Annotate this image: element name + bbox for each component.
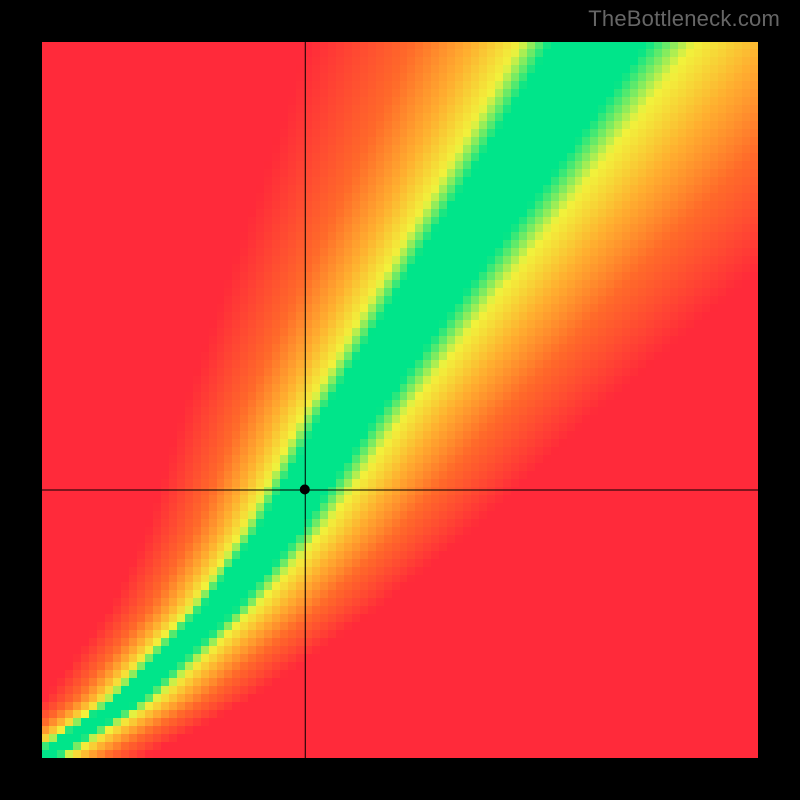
heatmap-plot <box>42 42 758 758</box>
watermark-text: TheBottleneck.com <box>588 6 780 32</box>
heatmap-canvas <box>42 42 758 758</box>
